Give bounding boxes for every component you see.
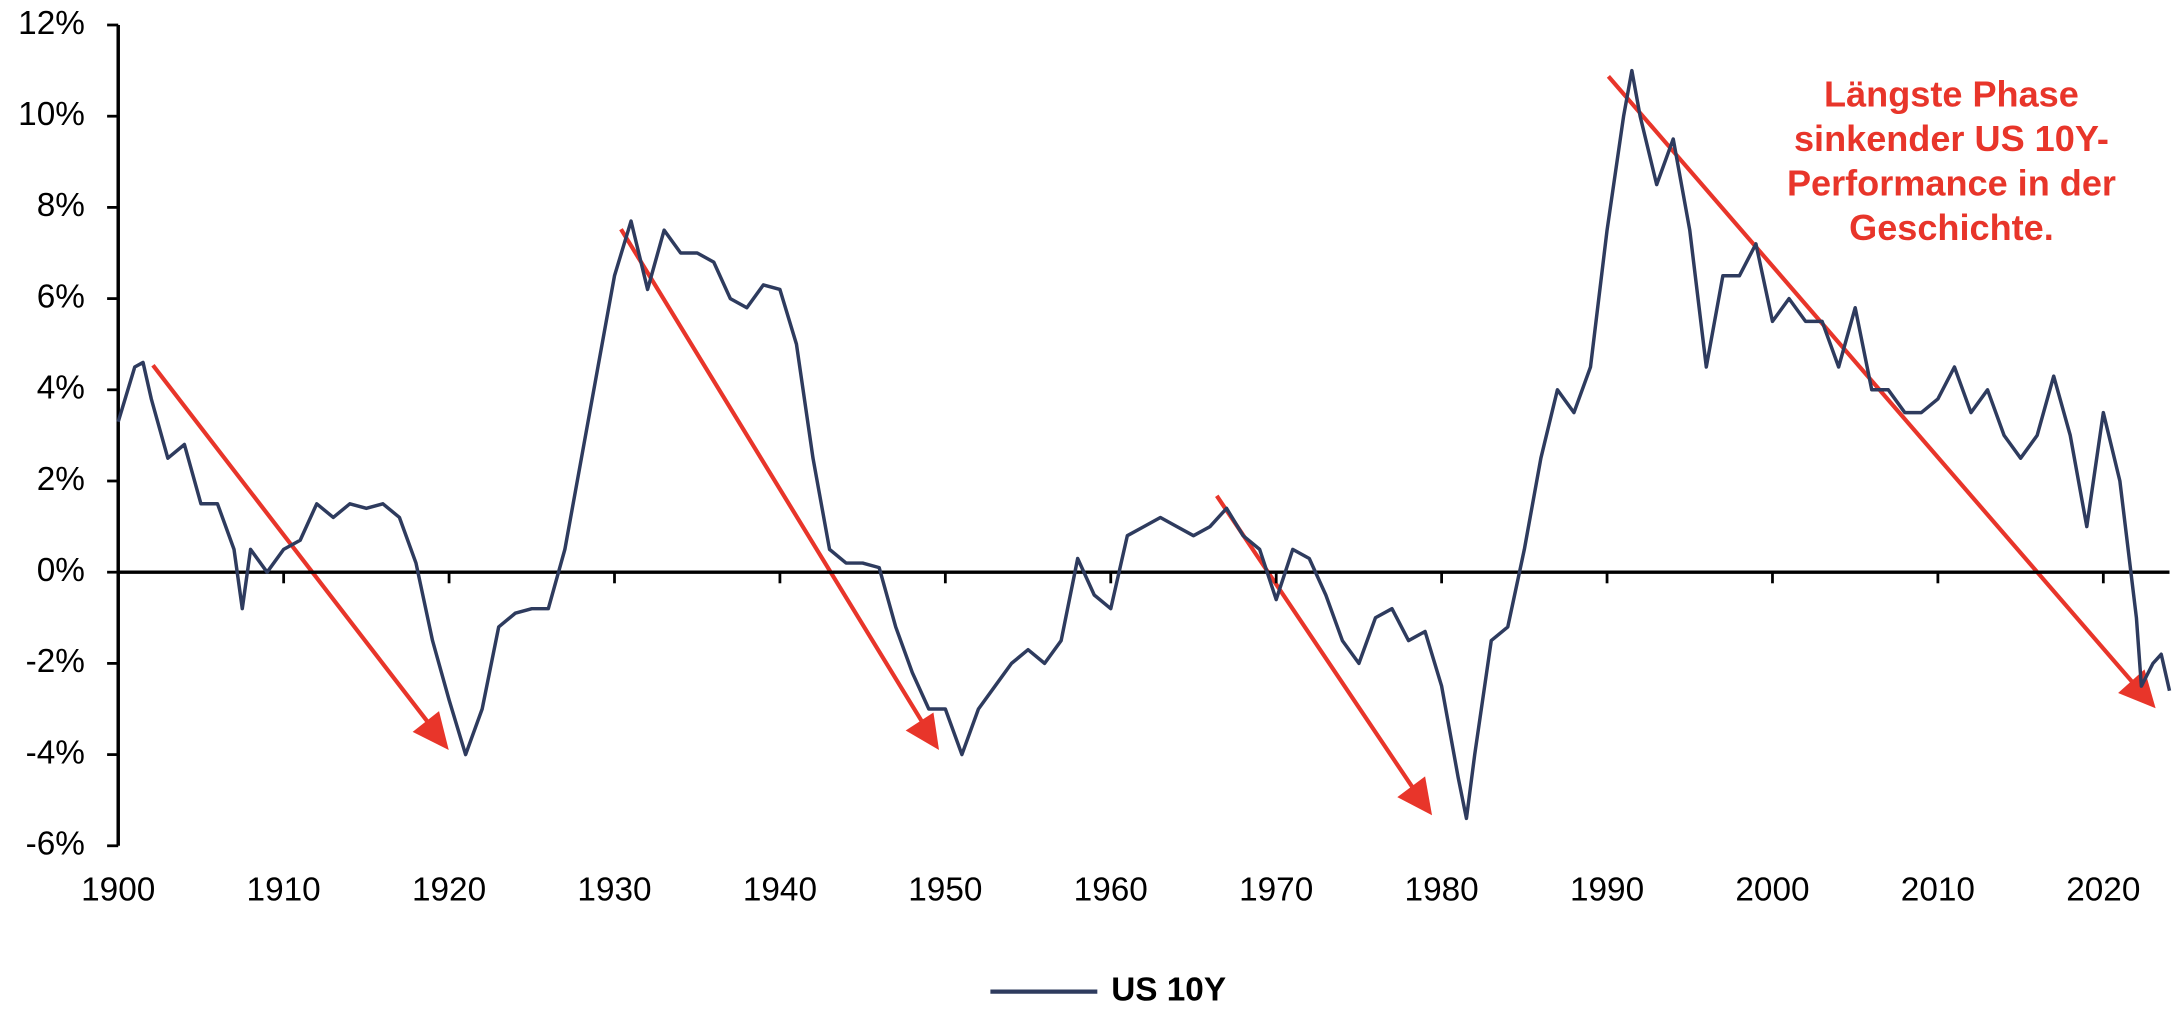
arrow-head [1397, 776, 1433, 816]
y-tick-label: 4% [37, 370, 85, 407]
arrow [1215, 494, 1415, 789]
x-tick-label: 1950 [908, 871, 982, 908]
x-tick-label: 1910 [247, 871, 321, 908]
x-tick-label: 1990 [1570, 871, 1644, 908]
series-line [116, 68, 2172, 821]
y-tick-label: 12% [18, 5, 85, 42]
y-tick-label: -4% [26, 734, 85, 771]
annotation: Geschichte. [1849, 207, 2054, 248]
y-tick-label: -2% [26, 643, 85, 680]
y-tick-label: 2% [37, 461, 85, 498]
y-tick-label: -6% [26, 826, 85, 863]
x-tick-label: 1980 [1405, 871, 1479, 908]
x-tick-label: 2010 [1901, 871, 1975, 908]
y-tick-label: 0% [37, 552, 85, 589]
x-tick-label: 2000 [1735, 871, 1809, 908]
y-tick-label: 10% [18, 96, 85, 133]
arrow [619, 228, 925, 724]
legend-label: US 10Y [1111, 971, 1226, 1008]
y-tick-label: 6% [37, 278, 85, 315]
arrow-head [905, 712, 940, 750]
x-tick-label: 1920 [412, 871, 486, 908]
x-tick-label: 1970 [1239, 871, 1313, 908]
x-tick-label: 1900 [81, 871, 155, 908]
x-tick-label: 1930 [577, 871, 651, 908]
y-tick-label: 8% [37, 187, 85, 224]
x-tick-label: 1960 [1074, 871, 1148, 908]
x-tick-label: 2020 [2066, 871, 2140, 908]
annotation: Performance in der [1787, 163, 2116, 204]
annotation: Längste Phase [1824, 74, 2079, 115]
x-tick-label: 1940 [743, 871, 817, 908]
arrow-head [412, 711, 449, 750]
annotation: sinkender US 10Y- [1794, 118, 2109, 159]
